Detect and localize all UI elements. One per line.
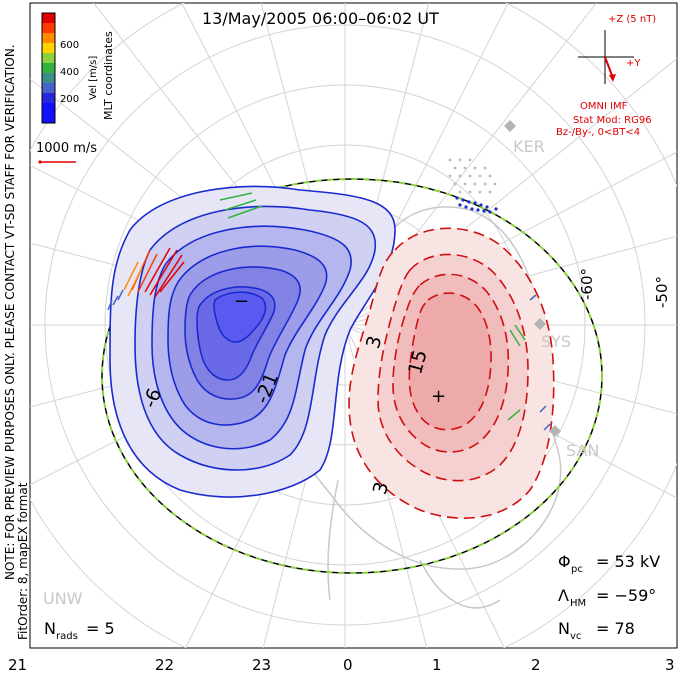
station-label-sys: SYS <box>541 332 571 351</box>
imf-model-line2: Bz-/By-, 0<BT<4 <box>556 127 640 138</box>
stats-lambda-symbol: Λ <box>558 586 569 605</box>
stats-phi-symbol: Φ <box>558 552 571 571</box>
stats-nvc-sub: vc <box>570 631 581 642</box>
stats-lambda: Λ HM = −59° <box>558 586 656 609</box>
latitude-label-60: -60° <box>578 268 596 300</box>
mlt-tick-21: 21 <box>8 656 27 674</box>
imf-model-line1: Stat Mod: RG96 <box>573 115 652 126</box>
contour-label-pos3a: 3 <box>362 334 386 351</box>
colorbar-tick-200: 200 <box>60 94 79 105</box>
colorbar-header: MLT coordinates <box>102 31 115 120</box>
colorbar-unit-label: Vel [m/s] <box>88 56 99 100</box>
imf-source-label: OMNI IMF <box>580 101 628 112</box>
stats-nrads-symbol: N <box>44 619 56 638</box>
vector-scale-origin <box>38 160 42 164</box>
imf-bz-label: +Z (5 nT) <box>608 14 656 25</box>
station-label-san: SAN <box>566 441 599 460</box>
stats-lambda-sub: HM <box>570 598 586 609</box>
mlt-tick-22: 22 <box>155 656 174 674</box>
hm-boundary <box>101 178 603 574</box>
vector-dots <box>455 196 498 214</box>
positive-cell <box>348 227 555 519</box>
station-marker-ker <box>504 120 516 132</box>
imf-dial <box>578 30 634 84</box>
mlt-tick-1: 1 <box>432 656 442 674</box>
stats-nvc-symbol: N <box>558 619 570 638</box>
colorbar-tick-600: 600 <box>60 40 79 51</box>
stats-nvc-value: = 78 <box>596 619 635 638</box>
station-label-unw: UNW <box>43 589 83 608</box>
velocity-vectors <box>107 158 551 431</box>
station-marker-san <box>549 425 561 437</box>
stats-nvc: N vc = 78 <box>558 619 635 642</box>
negative-cell <box>109 185 396 498</box>
mlt-tick-0: 0 <box>343 656 353 674</box>
stats-nrads-value: = 5 <box>86 619 115 638</box>
stats-lambda-value: = −59° <box>596 586 656 605</box>
potential-min-marker: − <box>234 291 249 312</box>
coastline-extra <box>327 479 501 609</box>
mlt-tick-2: 2 <box>531 656 541 674</box>
fit-order-note: FitOrder: 8, mapEX format <box>16 482 30 640</box>
stats-phi-value: = 53 kV <box>596 552 660 571</box>
latitude-label-50: -50° <box>653 276 671 308</box>
grid-dots <box>448 158 497 194</box>
potential-max-marker: + <box>431 386 446 407</box>
station-label-ker: KER <box>513 137 545 156</box>
station-markers <box>504 120 561 437</box>
stats-phi-sub: pc <box>571 564 583 575</box>
mlt-tick-3: 3 <box>665 656 675 674</box>
plot-title: 13/May/2005 06:00–06:02 UT <box>202 9 439 28</box>
stats-nrads-sub: rads <box>56 631 78 642</box>
mlt-tick-23: 23 <box>252 656 271 674</box>
contour-label-pos3b: 3 <box>369 480 393 497</box>
colorbar-tick-400: 400 <box>60 67 79 78</box>
preview-note: NOTE: FOR PREVIEW PURPOSES ONLY. PLEASE … <box>3 44 17 580</box>
station-marker-sys <box>534 318 546 330</box>
imf-by-label: +Y <box>626 58 641 69</box>
vector-scale-label: 1000 m/s <box>36 141 97 156</box>
colorbar <box>41 12 56 124</box>
stats-phi: Φ pc = 53 kV <box>558 552 660 575</box>
coastline <box>285 206 562 570</box>
stats-nrads: N rads = 5 <box>44 619 115 642</box>
